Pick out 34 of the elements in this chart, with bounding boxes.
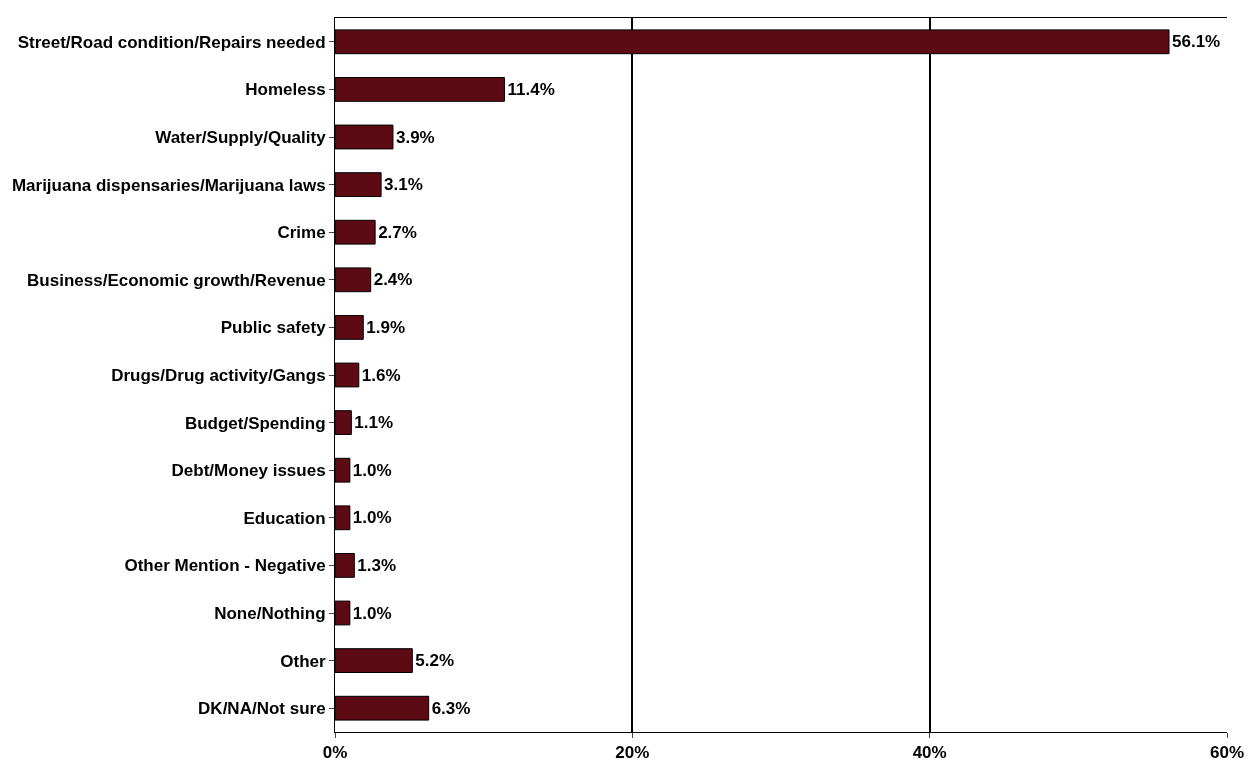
data-label: 11.4%: [507, 79, 555, 99]
data-label: 3.1%: [384, 175, 423, 195]
data-label: 1.9%: [366, 317, 405, 337]
data-label: 56.1%: [1172, 32, 1221, 52]
x-tick-label: 40%: [912, 743, 947, 763]
data-label: 1.1%: [354, 413, 394, 433]
x-tick-label: 60%: [1209, 743, 1245, 763]
data-label: 6.3%: [431, 698, 471, 718]
data-label: 2.7%: [378, 222, 417, 242]
data-label: 5.2%: [415, 651, 455, 671]
y-tick-label: Homeless: [245, 80, 326, 100]
data-label: 1.6%: [361, 365, 401, 385]
y-tick-label: Budget/Spending: [184, 413, 326, 433]
x-tick-label: 20%: [615, 743, 650, 763]
data-label: 1.0%: [352, 460, 392, 480]
x-tick-label: 0%: [322, 743, 348, 763]
y-tick-label: Other: [280, 651, 326, 671]
y-tick-label: Education: [243, 508, 326, 528]
y-tick-label: Public safety: [220, 318, 327, 338]
data-label: 2.4%: [373, 270, 413, 290]
y-tick-label: Marijuana dispensaries/Marijuana laws: [11, 175, 326, 195]
y-tick-label: Drugs/Drug activity/Gangs: [111, 365, 326, 385]
y-tick-label: Water/Supply/Quality: [155, 127, 327, 147]
data-label: 1.3%: [357, 555, 397, 575]
y-tick-label: Other Mention - Negative: [124, 556, 326, 576]
y-tick-label: Business/Economic growth/Revenue: [27, 270, 326, 290]
data-label: 1.0%: [352, 603, 392, 623]
y-tick-label: Street/Road condition/Repairs needed: [17, 32, 326, 52]
data-label: 1.0%: [352, 508, 392, 528]
data-label: 3.9%: [395, 127, 435, 147]
y-tick-label: DK/NA/Not sure: [198, 699, 326, 719]
y-tick-label: Crime: [277, 223, 326, 243]
y-tick-label: None/Nothing: [214, 603, 326, 623]
y-tick-label: Debt/Money issues: [171, 461, 326, 481]
